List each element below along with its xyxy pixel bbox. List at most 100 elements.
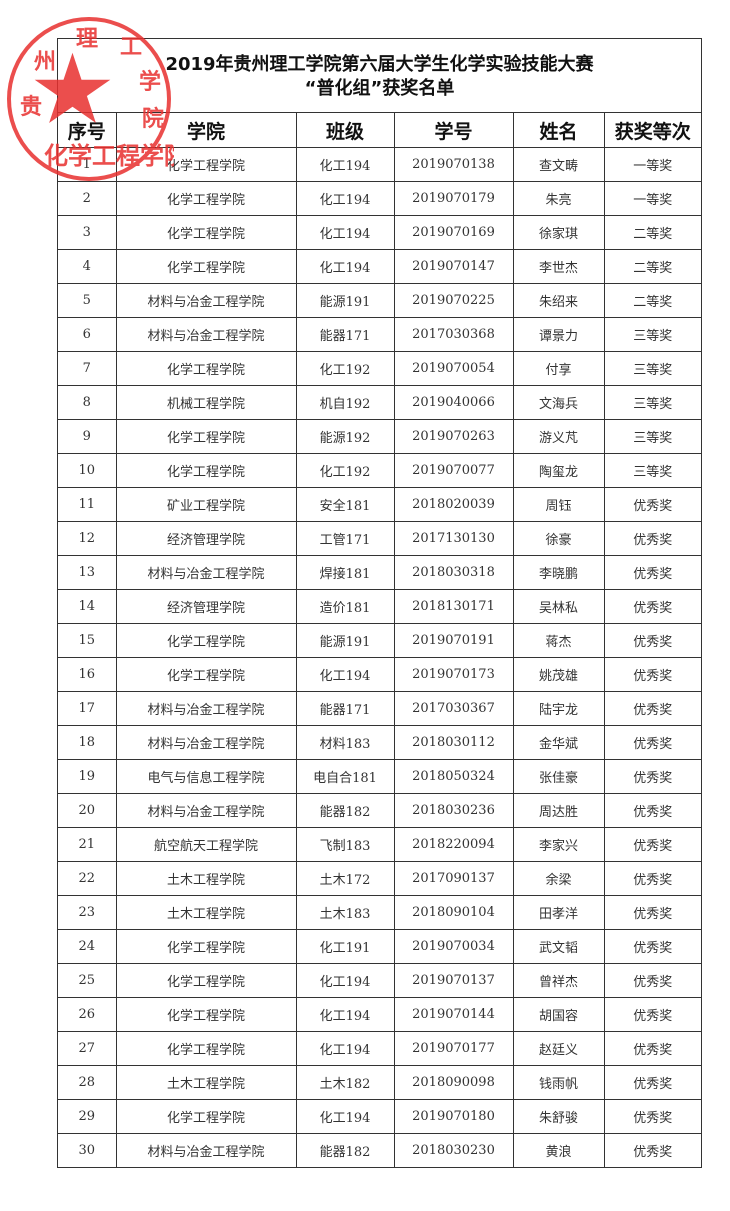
cell-student-id: 2018220094 xyxy=(393,827,514,862)
cell-student-id: 2019070138 xyxy=(393,147,514,182)
cell-class: 化工194 xyxy=(295,1099,395,1134)
cell-class: 安全181 xyxy=(295,487,395,522)
cell-class: 机自192 xyxy=(295,385,395,420)
table-row: 14 经济管理学院 造价181 2018130171 吴林私 优秀奖 xyxy=(58,589,701,624)
table-row: 1 化学工程学院 化工194 2019070138 查文畴 一等奖 xyxy=(58,147,701,182)
cell-index: 24 xyxy=(58,929,117,964)
cell-college: 土木工程学院 xyxy=(115,861,297,896)
cell-college: 材料与冶金工程学院 xyxy=(115,725,297,760)
cell-college: 化学工程学院 xyxy=(115,1031,297,1066)
document-title: 2019年贵州理工学院第六届大学生化学实验技能大赛 “普化组”获奖名单 xyxy=(58,39,701,113)
cell-name: 余梁 xyxy=(512,861,605,896)
table-row: 26 化学工程学院 化工194 2019070144 胡国容 优秀奖 xyxy=(58,997,701,1032)
cell-name: 金华斌 xyxy=(512,725,605,760)
cell-index: 9 xyxy=(58,419,117,454)
cell-college: 机械工程学院 xyxy=(115,385,297,420)
cell-student-id: 2017130130 xyxy=(393,521,514,556)
cell-student-id: 2019070263 xyxy=(393,419,514,454)
cell-name: 周钰 xyxy=(512,487,605,522)
cell-index: 27 xyxy=(58,1031,117,1066)
cell-student-id: 2018090104 xyxy=(393,895,514,930)
cell-college: 经济管理学院 xyxy=(115,589,297,624)
cell-student-id: 2019070054 xyxy=(393,351,514,386)
table-row: 24 化学工程学院 化工191 2019070034 武文韬 优秀奖 xyxy=(58,929,701,964)
cell-college: 化学工程学院 xyxy=(115,1099,297,1134)
cell-class: 化工192 xyxy=(295,351,395,386)
cell-index: 8 xyxy=(58,385,117,420)
cell-award: 三等奖 xyxy=(603,351,701,386)
cell-name: 付享 xyxy=(512,351,605,386)
cell-award: 三等奖 xyxy=(603,453,701,488)
cell-award: 优秀奖 xyxy=(603,997,701,1032)
cell-student-id: 2019070034 xyxy=(393,929,514,964)
cell-name: 武文韬 xyxy=(512,929,605,964)
cell-index: 1 xyxy=(58,147,117,182)
cell-award: 一等奖 xyxy=(603,181,701,216)
cell-college: 矿业工程学院 xyxy=(115,487,297,522)
cell-student-id: 2018030236 xyxy=(393,793,514,828)
cell-award: 三等奖 xyxy=(603,385,701,420)
col-header-name: 姓名 xyxy=(512,113,605,148)
table-row: 27 化学工程学院 化工194 2019070177 赵廷义 优秀奖 xyxy=(58,1031,701,1066)
cell-index: 17 xyxy=(58,691,117,726)
cell-award: 优秀奖 xyxy=(603,657,701,692)
cell-class: 化工194 xyxy=(295,249,395,284)
table-row: 15 化学工程学院 能源191 2019070191 蒋杰 优秀奖 xyxy=(58,623,701,658)
cell-class: 工管171 xyxy=(295,521,395,556)
cell-name: 朱亮 xyxy=(512,181,605,216)
cell-class: 能器171 xyxy=(295,317,395,352)
cell-college: 电气与信息工程学院 xyxy=(115,759,297,794)
cell-student-id: 2018050324 xyxy=(393,759,514,794)
cell-college: 化学工程学院 xyxy=(115,929,297,964)
cell-college: 土木工程学院 xyxy=(115,895,297,930)
cell-class: 能源192 xyxy=(295,419,395,454)
cell-index: 6 xyxy=(58,317,117,352)
award-table: 序号 学院 班级 学号 姓名 获奖等次 1 化学工程学院 化工194 2019070138 查文畴… xyxy=(58,113,701,1167)
cell-student-id: 2018090098 xyxy=(393,1065,514,1100)
table-row: 7 化学工程学院 化工192 2019070054 付享 三等奖 xyxy=(58,351,701,386)
cell-name: 徐豪 xyxy=(512,521,605,556)
cell-name: 徐家琪 xyxy=(512,215,605,250)
cell-class: 材料183 xyxy=(295,725,395,760)
cell-index: 7 xyxy=(58,351,117,386)
cell-index: 14 xyxy=(58,589,117,624)
cell-name: 曾祥杰 xyxy=(512,963,605,998)
cell-award: 优秀奖 xyxy=(603,1031,701,1066)
cell-student-id: 2017030367 xyxy=(393,691,514,726)
cell-college: 航空航天工程学院 xyxy=(115,827,297,862)
cell-student-id: 2018030112 xyxy=(393,725,514,760)
award-list-document: 2019年贵州理工学院第六届大学生化学实验技能大赛 “普化组”获奖名单 序号 学院… xyxy=(57,38,702,1168)
cell-name: 周达胜 xyxy=(512,793,605,828)
cell-college: 土木工程学院 xyxy=(115,1065,297,1100)
cell-class: 化工194 xyxy=(295,215,395,250)
cell-award: 优秀奖 xyxy=(603,1133,701,1167)
cell-student-id: 2019070147 xyxy=(393,249,514,284)
cell-award: 优秀奖 xyxy=(603,725,701,760)
table-row: 5 材料与冶金工程学院 能源191 2019070225 朱绍来 二等奖 xyxy=(58,283,701,318)
cell-class: 能器182 xyxy=(295,793,395,828)
cell-award: 二等奖 xyxy=(603,283,701,318)
table-row: 11 矿业工程学院 安全181 2018020039 周钰 优秀奖 xyxy=(58,487,701,522)
cell-award: 优秀奖 xyxy=(603,759,701,794)
cell-award: 优秀奖 xyxy=(603,827,701,862)
table-row: 16 化学工程学院 化工194 2019070173 姚茂雄 优秀奖 xyxy=(58,657,701,692)
cell-index: 25 xyxy=(58,963,117,998)
cell-award: 优秀奖 xyxy=(603,623,701,658)
table-row: 12 经济管理学院 工管171 2017130130 徐豪 优秀奖 xyxy=(58,521,701,556)
cell-index: 10 xyxy=(58,453,117,488)
cell-college: 化学工程学院 xyxy=(115,997,297,1032)
cell-name: 田孝洋 xyxy=(512,895,605,930)
cell-index: 22 xyxy=(58,861,117,896)
cell-class: 化工194 xyxy=(295,997,395,1032)
table-header-row: 序号 学院 班级 学号 姓名 获奖等次 xyxy=(58,113,701,148)
cell-index: 4 xyxy=(58,249,117,284)
cell-index: 11 xyxy=(58,487,117,522)
cell-class: 化工194 xyxy=(295,1031,395,1066)
cell-college: 化学工程学院 xyxy=(115,623,297,658)
cell-name: 黄浪 xyxy=(512,1133,605,1167)
cell-index: 26 xyxy=(58,997,117,1032)
cell-name: 查文畴 xyxy=(512,147,605,182)
cell-student-id: 2017030368 xyxy=(393,317,514,352)
cell-award: 优秀奖 xyxy=(603,521,701,556)
cell-name: 胡国容 xyxy=(512,997,605,1032)
